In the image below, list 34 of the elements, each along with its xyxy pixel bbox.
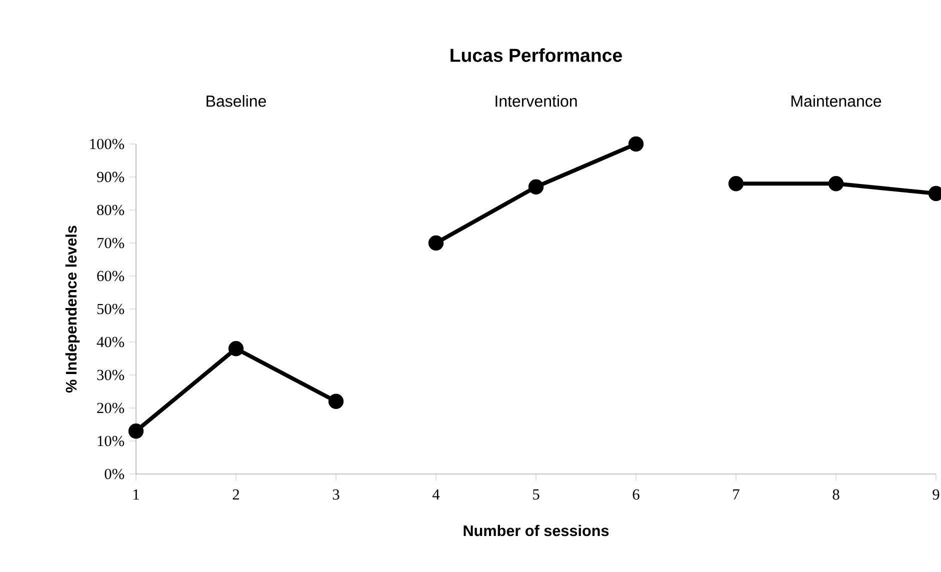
x-tick-label: 7	[733, 489, 740, 500]
x-tick-label: 3	[332, 489, 340, 500]
chart-title: Lucas Performance	[450, 48, 622, 62]
y-tick-label: 70%	[98, 238, 124, 248]
y-tick-label: 80%	[97, 204, 124, 216]
point	[528, 179, 544, 194]
y-tick-label: 30%	[97, 370, 124, 380]
x-axis-title: Number of sessions	[464, 524, 609, 536]
point	[628, 136, 644, 152]
x-tick-label: 1	[134, 489, 139, 500]
y-tick-label: 100%	[90, 138, 124, 150]
x-tick-label: 9	[932, 489, 940, 500]
x-tick-label: 4	[432, 489, 440, 500]
text: Maintenance	[792, 95, 882, 107]
x-tick-label: 6	[632, 489, 640, 500]
x-tick-label: 2	[232, 489, 239, 500]
point	[228, 341, 244, 356]
text: Intervention	[496, 95, 577, 107]
y-axis-title: % Independence levels	[65, 226, 80, 393]
text: Baseline	[206, 95, 266, 107]
y-tick-label: 10%	[98, 436, 124, 446]
y-tick-label: 60%	[97, 270, 124, 282]
x-tick-label: 5	[533, 489, 540, 500]
y-tick-label: 0%	[104, 468, 124, 480]
point	[728, 176, 744, 192]
y-tick-label: 50%	[97, 304, 124, 314]
y-tick-label: 20%	[97, 402, 124, 414]
point	[428, 235, 444, 251]
y-tick-label: 40%	[96, 336, 124, 348]
point	[328, 394, 344, 409]
y-tick-label: 90%	[97, 172, 124, 182]
point	[128, 424, 144, 439]
point	[828, 176, 844, 192]
x-tick-label: 8	[832, 489, 840, 500]
